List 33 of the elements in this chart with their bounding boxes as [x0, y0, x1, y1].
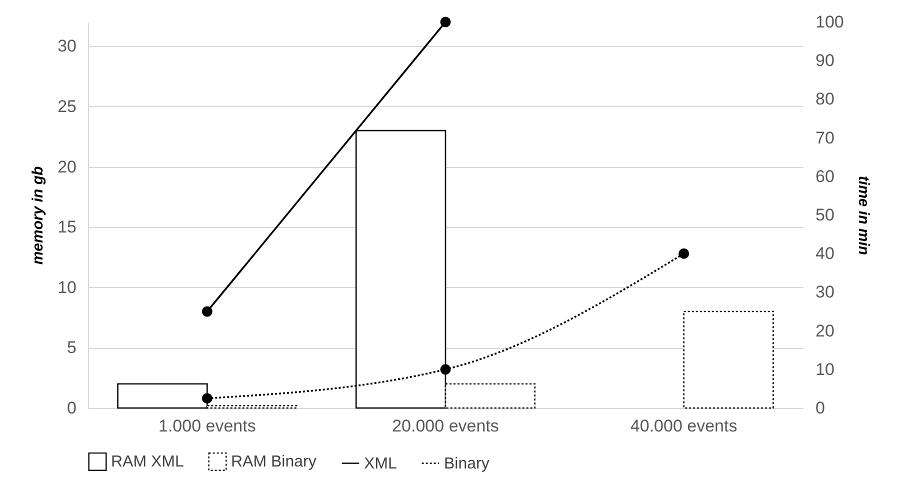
y2-tick-label: 80: [816, 90, 834, 109]
x-tick-label: 1.000 events: [158, 416, 256, 436]
legend-label: RAM XML: [111, 454, 184, 471]
x-tick-label: 40.000 events: [630, 416, 738, 436]
y2-tick-label: 100: [816, 12, 844, 32]
legend-label: XML: [364, 455, 397, 472]
y2-tick-label: 0: [816, 398, 825, 418]
point: [202, 306, 212, 317]
y2-tick-label: 90: [816, 51, 834, 70]
y2-tick-label: 70: [816, 128, 834, 148]
y2-tick-label: 20: [816, 321, 834, 340]
y-tick-label: 0: [67, 398, 76, 418]
y-tick-label: 30: [58, 36, 76, 56]
point: [440, 364, 451, 375]
y-tick-label: 20: [58, 157, 76, 176]
y-tick-label: 10: [58, 278, 76, 297]
y2-tick-label: 50: [816, 206, 834, 224]
x-tick-label: 20.000 events: [392, 416, 499, 436]
bar: [683, 310, 774, 409]
point: [440, 16, 451, 28]
y2-tick-label: 40: [816, 244, 834, 264]
y-axis-title: memory in gb: [30, 166, 47, 265]
y2-tick-label: 60: [816, 166, 834, 186]
legend-label: RAM Binary: [231, 454, 316, 471]
y2-axis-title: time in min: [854, 176, 872, 256]
point: [202, 393, 212, 404]
y-tick-label: 25: [58, 96, 76, 116]
y-tick-label: 5: [67, 338, 76, 358]
y2-tick-label: 30: [816, 282, 834, 302]
point: [678, 248, 690, 259]
y2-tick-label: 10: [816, 360, 834, 379]
y-tick-label: 15: [58, 218, 76, 237]
legend-label: Binary: [444, 455, 490, 472]
